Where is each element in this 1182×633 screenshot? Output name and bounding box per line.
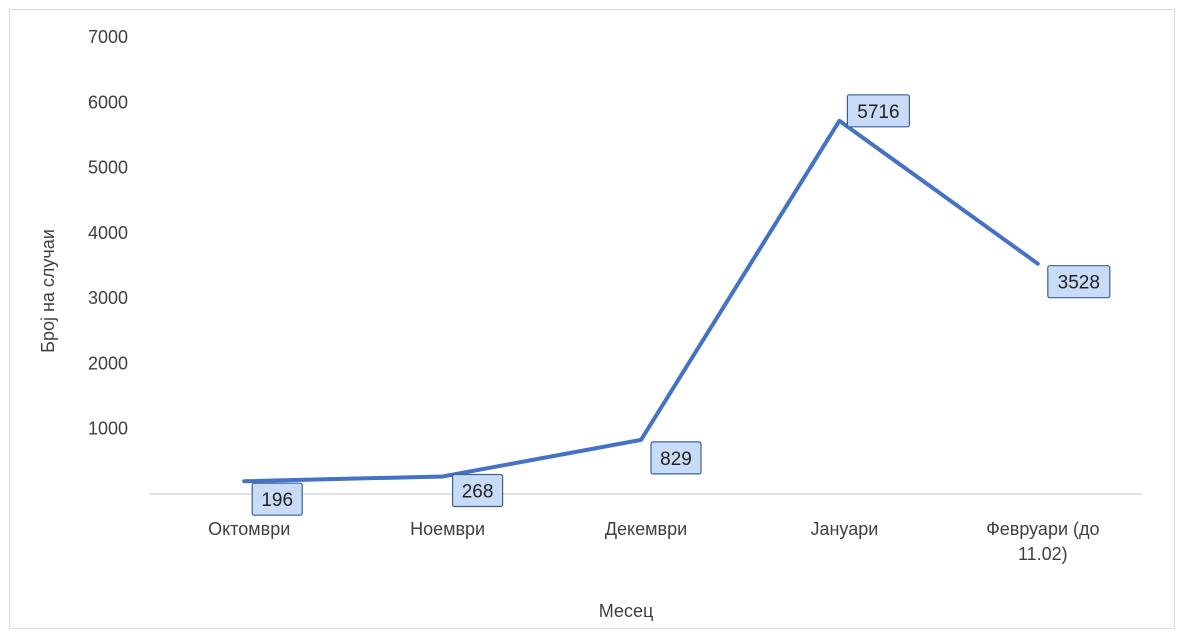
data-label: 5716	[846, 94, 911, 128]
chart-area	[9, 9, 1175, 629]
x-tick-label: Декември	[605, 519, 687, 539]
y-tick-label: 6000	[88, 92, 128, 112]
data-labels: 196 268 829 5716 3528	[251, 94, 1111, 516]
data-label: 196	[251, 482, 303, 516]
data-label-text: 196	[261, 490, 293, 511]
y-axis-title: Број на случаи	[38, 229, 58, 353]
x-tick-label: Јануари	[810, 519, 878, 539]
data-label-text: 829	[660, 449, 692, 470]
y-axis-ticks: 1000 2000 3000 4000 5000 6000 7000	[88, 27, 128, 439]
data-label-box	[650, 441, 702, 475]
data-label-text: 5716	[857, 102, 899, 123]
x-tick-label-line: Декември	[605, 519, 687, 539]
x-tick-label: Февруари (до 11.02)	[986, 519, 1099, 564]
x-tick-label-line: Јануари	[810, 519, 878, 539]
y-tick-label: 5000	[88, 158, 128, 178]
data-label-box	[1047, 265, 1111, 299]
x-axis-ticks: Октомври Ноември Декември Јануари Февруари (…	[208, 519, 1099, 564]
y-tick-label: 1000	[88, 419, 128, 439]
data-label: 829	[650, 441, 702, 475]
data-label: 268	[452, 473, 504, 508]
data-label-text: 268	[462, 482, 494, 503]
series-line	[242, 118, 1040, 484]
data-label-text: 3528	[1058, 273, 1100, 294]
y-tick-label: 3000	[88, 288, 128, 308]
x-tick-label-line: Ноември	[410, 519, 485, 539]
data-label-box	[846, 94, 911, 128]
x-tick-label-line: Февруари (до	[986, 519, 1099, 539]
x-tick-label-line: 11.02)	[1018, 544, 1068, 564]
x-tick-label-line: Октомври	[208, 519, 290, 539]
x-tick-label: Октомври	[208, 519, 290, 539]
x-axis-title: Месец	[599, 601, 654, 621]
data-label: 3528	[1047, 265, 1111, 299]
x-tick-label: Ноември	[410, 519, 485, 539]
y-tick-label: 4000	[88, 223, 128, 243]
y-tick-label: 7000	[88, 27, 128, 47]
y-tick-label: 2000	[88, 353, 128, 373]
data-label-box	[452, 473, 504, 508]
data-label-box	[251, 482, 303, 516]
